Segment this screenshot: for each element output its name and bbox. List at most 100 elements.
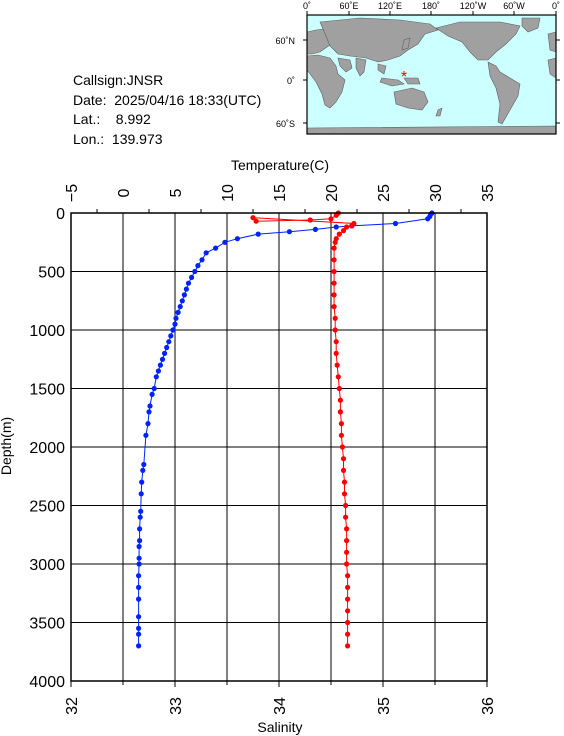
temperature-point	[136, 584, 142, 591]
salinity-point	[331, 268, 337, 275]
temperature-point	[139, 479, 145, 485]
temperature-point	[429, 210, 435, 216]
salinity-point	[331, 257, 337, 263]
temperature-point	[192, 268, 198, 275]
temperature-point	[136, 631, 142, 637]
bottom-tick-label: 36	[480, 697, 497, 715]
map-lat-label: 60˚N	[275, 36, 295, 46]
temperature-point	[146, 409, 152, 415]
salinity-point	[336, 231, 342, 237]
salinity-point	[344, 538, 350, 544]
map-lon-label: 60˚W	[503, 1, 525, 11]
salinity-point	[344, 526, 350, 532]
y-tick-label: 1500	[29, 382, 65, 399]
temperature-point	[137, 538, 143, 544]
callsign-text: Callsign:JNSR	[73, 72, 164, 88]
salinity-point	[331, 304, 337, 310]
temperature-point	[136, 643, 142, 649]
temperature-point	[138, 508, 144, 514]
y-tick-label: 1000	[29, 323, 65, 340]
salinity-point	[250, 215, 256, 221]
y-tick-label: 2500	[29, 499, 65, 516]
top-tick-label: 15	[272, 184, 289, 202]
longitude-text: Lon.: 139.973	[73, 130, 163, 147]
salinity-point	[345, 619, 351, 626]
salinity-point	[335, 210, 341, 216]
salinity-point	[345, 608, 351, 614]
salinity-point	[340, 467, 347, 473]
temperature-point	[286, 229, 292, 235]
salinity-point	[331, 280, 337, 286]
temperature-point	[181, 292, 187, 298]
map-lon-label: 120˚W	[460, 1, 487, 11]
temperature-point	[151, 385, 157, 392]
bottom-tick-label: 33	[168, 697, 185, 715]
temperature-point	[136, 573, 142, 579]
salinity-point	[338, 421, 344, 427]
map-lon-label: 120˚E	[378, 1, 402, 11]
salinity-point	[332, 239, 338, 245]
temperature-point	[173, 315, 179, 321]
chart-axis-labels: 0 500 1000 1500 2000 2500 3000 3500 4000 −5 0 5 10 15…	[29, 184, 497, 715]
salinity-point	[333, 236, 339, 242]
temperature-point	[136, 561, 142, 567]
temperature-point	[179, 298, 185, 304]
salinity-point	[344, 224, 350, 230]
temperature-point	[136, 543, 142, 550]
top-tick-label: 20	[324, 184, 341, 202]
salinity-point	[344, 561, 350, 567]
top-tick-label: 25	[376, 184, 393, 202]
bottom-axis-title: Salinity	[257, 719, 302, 735]
temperature-point	[153, 374, 159, 380]
bottom-tick-label: 32	[64, 697, 81, 715]
top-tick-label: −5	[64, 184, 81, 202]
temperature-point	[203, 250, 209, 256]
chart-grid	[70, 209, 488, 687]
salinity-point	[343, 514, 349, 520]
map-lat-label: 0˚	[287, 76, 295, 86]
temperature-point	[185, 280, 192, 286]
temperature-point	[137, 514, 143, 520]
salinity-point	[307, 217, 313, 223]
salinity-point	[331, 245, 337, 251]
y-axis-title: Depth(m)	[0, 417, 14, 475]
temperature-point	[213, 245, 219, 251]
salinity-point	[331, 292, 337, 298]
temperature-point	[333, 224, 339, 230]
salinity-point	[345, 584, 351, 591]
temperature-point	[392, 220, 399, 227]
map-lon-label: 180˚	[422, 1, 440, 11]
salinity-point	[333, 350, 339, 356]
top-tick-label: 30	[428, 184, 445, 202]
temperature-point	[136, 555, 142, 561]
salinity-point	[337, 409, 343, 415]
temperature-point	[166, 339, 172, 345]
plot-frame	[70, 212, 488, 682]
map-lat-label: 60˚S	[276, 119, 295, 129]
map-lon-label: 0˚	[303, 1, 311, 11]
y-tick-label: 4000	[29, 674, 65, 691]
temperature-point	[168, 333, 174, 339]
temperature-point	[159, 356, 166, 362]
station-marker: *	[401, 69, 407, 86]
temperature-point	[138, 491, 144, 497]
map-land	[306, 17, 557, 135]
temperature-point	[162, 350, 168, 356]
top-tick-label: 5	[168, 188, 185, 197]
salinity-point	[345, 643, 351, 649]
date-text: Date: 2025/04/16 18:33(UTC)	[73, 91, 262, 108]
temperature-point	[428, 211, 434, 217]
temperature-line	[138, 212, 433, 646]
salinity-point	[333, 212, 339, 218]
salinity-point	[341, 491, 348, 497]
bottom-tick-label: 34	[272, 697, 289, 715]
y-tick-label: 3500	[29, 616, 65, 633]
salinity-line	[251, 212, 355, 646]
temperature-point	[255, 231, 261, 237]
y-tick-label: 2000	[29, 440, 65, 457]
salinity-point	[345, 631, 351, 637]
salinity-point	[343, 502, 349, 509]
salinity-point	[332, 315, 338, 321]
top-tick-label: 35	[480, 184, 497, 202]
temperature-point	[427, 213, 433, 220]
